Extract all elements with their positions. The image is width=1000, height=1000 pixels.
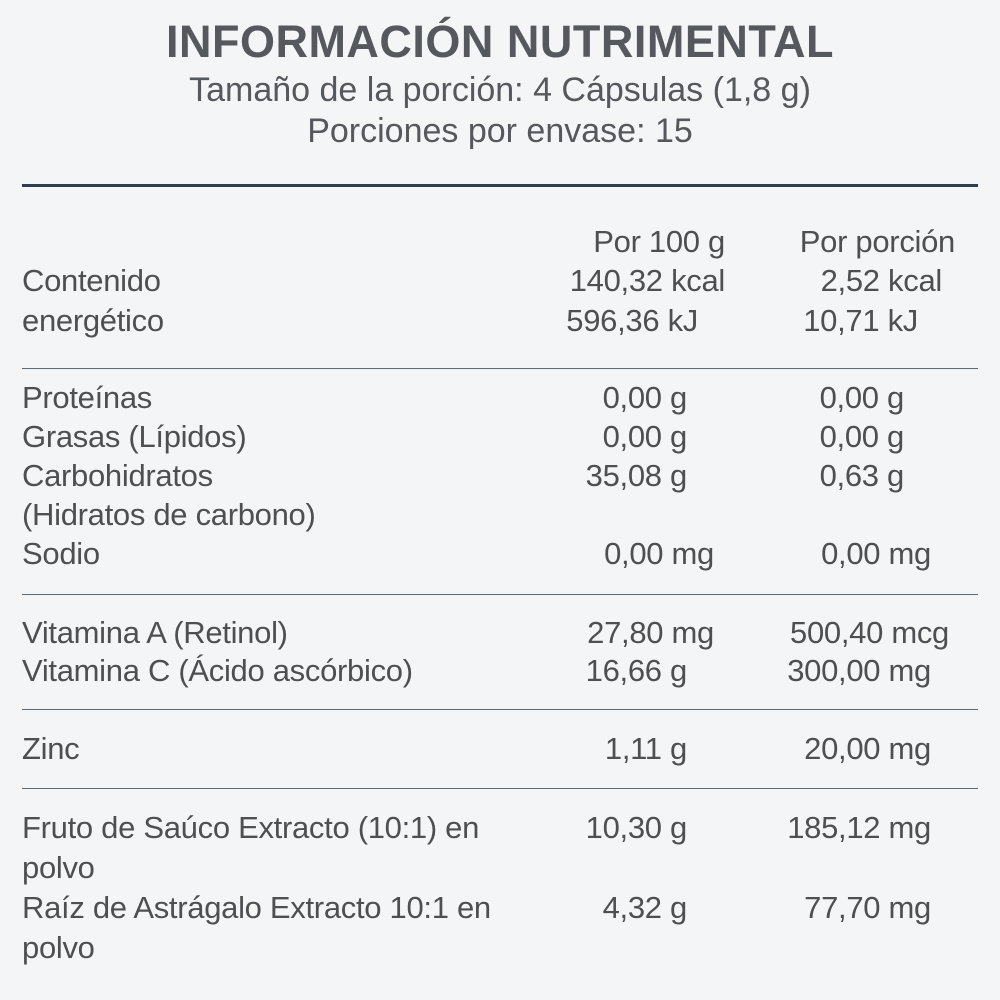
- page-title: INFORMACIÓN NUTRIMENTAL: [165, 16, 835, 67]
- carbs-per-serving: 0,63 g: [819, 458, 905, 493]
- section-divider: [22, 709, 978, 710]
- astragalus-per-100g: 4,32 g: [602, 890, 688, 925]
- vitamin-c-per-100g: 16,66 g: [585, 653, 688, 688]
- zinc-per-serving: 20,00 mg: [804, 731, 931, 766]
- elderberry-label-line2: polvo: [22, 850, 95, 885]
- energy-label: Contenido: [22, 263, 161, 298]
- vitamin-c-per-serving: 300,00 mg: [787, 653, 931, 688]
- vitamin-c-label: Vitamina C (Ácido ascórbico): [22, 653, 413, 688]
- section-divider: [22, 788, 978, 789]
- protein-label: Proteínas: [22, 380, 152, 415]
- energy-kcal-serving: 2,52 kcal: [820, 263, 943, 298]
- header-divider: [22, 184, 978, 187]
- elderberry-per-serving: 185,12 mg: [787, 810, 931, 845]
- astragalus-label-line2: polvo: [22, 930, 95, 965]
- column-header-per-100g: Por 100 g: [593, 224, 725, 259]
- vitamin-a-per-serving: 500,40 mcg: [790, 615, 949, 650]
- sodium-label: Sodio: [22, 536, 100, 571]
- elderberry-label: Fruto de Saúco Extracto (10:1) en: [22, 810, 480, 845]
- elderberry-per-100g: 10,30 g: [585, 810, 688, 845]
- zinc-label: Zinc: [22, 731, 80, 766]
- protein-per-100g: 0,00 g: [602, 380, 688, 415]
- protein-per-serving: 0,00 g: [819, 380, 905, 415]
- astragalus-per-serving: 77,70 mg: [804, 890, 931, 925]
- fat-label: Grasas (Lípidos): [22, 419, 247, 454]
- carbs-label: Carbohidratos: [22, 458, 213, 493]
- fat-per-100g: 0,00 g: [602, 419, 688, 454]
- astragalus-label: Raíz de Astrágalo Extracto 10:1 en: [22, 890, 491, 925]
- column-header-per-serving: Por porción: [799, 224, 956, 259]
- carbs-label-line2: (Hidratos de carbono): [22, 497, 316, 532]
- section-divider: [22, 594, 978, 595]
- energy-kj-serving: 10,71 kJ: [803, 303, 918, 338]
- fat-per-serving: 0,00 g: [819, 419, 905, 454]
- vitamin-a-label: Vitamina A (Retinol): [22, 615, 288, 650]
- carbs-per-100g: 35,08 g: [585, 458, 688, 493]
- sodium-per-100g: 0,00 mg: [604, 536, 714, 571]
- zinc-per-100g: 1,11 g: [604, 731, 687, 766]
- section-divider: [22, 368, 978, 369]
- serving-size: Tamaño de la porción: 4 Cápsulas (1,8 g): [189, 71, 811, 109]
- vitamin-a-per-100g: 27,80 mg: [587, 615, 714, 650]
- servings-per-container: Porciones por envase: 15: [307, 112, 693, 150]
- energy-label-line2: energético: [22, 303, 164, 338]
- energy-kj-100g: 596,36 kJ: [566, 303, 698, 338]
- sodium-per-serving: 0,00 mg: [821, 536, 931, 571]
- energy-kcal-100g: 140,32 kcal: [569, 263, 726, 298]
